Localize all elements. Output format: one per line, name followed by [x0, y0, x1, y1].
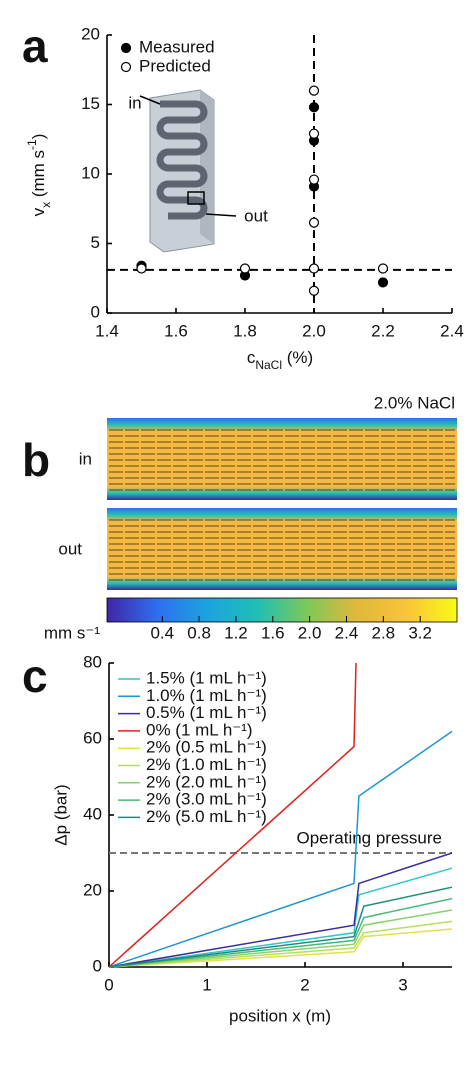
y-axis-label: vx (mm s-1)	[25, 134, 53, 217]
colorbar-tick-label: 2.0	[298, 623, 322, 642]
data-line	[108, 662, 357, 968]
x-axis-label: position x (m)	[229, 1006, 331, 1025]
y-tick-label: 15	[81, 94, 100, 113]
inset-label: out	[244, 206, 268, 225]
panel-label: a	[22, 20, 48, 72]
legend-marker	[120, 42, 132, 54]
legend-label: 2% (1.0 mL h⁻¹)	[146, 755, 267, 774]
data-line	[108, 909, 453, 968]
colorbar-tick-label: 1.2	[224, 623, 248, 642]
colorbar-tick-label: 3.2	[408, 623, 432, 642]
colorbar-tick-label: 1.6	[261, 623, 285, 642]
data-point	[377, 277, 389, 288]
legend-label: 0.5% (1 mL h⁻¹)	[146, 703, 267, 722]
flow-field	[107, 508, 457, 590]
data-point	[308, 217, 320, 228]
operating-pressure-label: Operating pressure	[296, 828, 442, 847]
data-line	[108, 867, 453, 968]
data-point	[308, 102, 320, 113]
data-point	[308, 85, 320, 96]
inset-label: in	[128, 93, 141, 112]
legend-label: 1.0% (1 mL h⁻¹)	[146, 686, 267, 705]
x-tick-label: 2.4	[440, 321, 464, 340]
colorbar-tick-label: 0.8	[187, 623, 211, 642]
label-part: )	[29, 134, 48, 140]
x-tick-label: 1	[202, 975, 211, 994]
data-line	[108, 886, 453, 968]
y-tick-label: 20	[83, 880, 102, 899]
label-part: (mm s	[29, 150, 48, 202]
y-axis-label: Δp (bar)	[51, 784, 70, 845]
colorbar-tick-label: 2.8	[371, 623, 395, 642]
legend-label: Measured	[139, 37, 215, 56]
x-axis-label: cNaCl (%)	[247, 348, 313, 372]
x-tick-label: 2	[300, 975, 309, 994]
data-point	[308, 128, 320, 139]
flow-field	[107, 418, 457, 500]
data-point	[136, 263, 147, 274]
colorbar	[106, 597, 458, 623]
y-tick-label: 40	[83, 804, 102, 823]
data-line	[108, 730, 453, 968]
row-label: in	[79, 449, 92, 468]
x-tick-label: 1.6	[164, 321, 188, 340]
y-tick-label: 80	[83, 652, 102, 671]
y-tick-label: 5	[91, 233, 100, 252]
colorbar-tick-label: 2.4	[335, 623, 359, 642]
x-tick-label: 2.2	[371, 321, 395, 340]
y-tick-label: 60	[83, 728, 102, 747]
x-tick-label: 1.8	[233, 321, 257, 340]
data-point	[308, 285, 320, 296]
label-part: v	[29, 207, 48, 216]
data-line	[108, 920, 453, 968]
legend-label: Predicted	[139, 56, 211, 75]
label-part: -1	[25, 139, 39, 150]
heatmap-title: 2.0% NaCl	[374, 393, 455, 412]
legend-label: 2% (0.5 mL h⁻¹)	[146, 738, 267, 757]
inset-illustration	[139, 89, 237, 253]
panel-label: b	[22, 434, 50, 486]
x-tick-label: 0	[104, 975, 113, 994]
row-label: out	[58, 539, 82, 558]
legend-label: 1.5% (1 mL h⁻¹)	[146, 668, 267, 687]
data-point	[239, 263, 251, 274]
legend-marker	[120, 61, 132, 73]
label-part: c	[247, 348, 256, 367]
x-tick-label: 1.4	[95, 321, 119, 340]
y-tick-label: 10	[81, 163, 100, 182]
colorbar-label: mm s⁻¹	[44, 623, 101, 642]
data-point	[308, 263, 320, 274]
legend-label: 2% (5.0 mL h⁻¹)	[146, 807, 267, 826]
data-line	[108, 897, 453, 968]
data-point	[377, 263, 389, 274]
data-line	[108, 852, 453, 968]
y-tick-label: 0	[91, 302, 100, 321]
legend-label: 2% (3.0 mL h⁻¹)	[146, 790, 267, 809]
colorbar-tick-label: 0.4	[150, 623, 174, 642]
label-part: (%)	[282, 348, 313, 367]
x-tick-label: 3	[398, 975, 407, 994]
legend-label: 2% (2.0 mL h⁻¹)	[146, 772, 267, 791]
label-part: x	[39, 202, 53, 208]
panel-label: c	[22, 650, 48, 702]
data-line	[108, 928, 453, 968]
label-part: NaCl	[255, 358, 282, 372]
y-tick-label: 20	[81, 24, 100, 43]
data-point	[308, 174, 320, 185]
legend-label: 0% (1 mL h⁻¹)	[146, 720, 253, 739]
x-tick-label: 2.0	[302, 321, 326, 340]
y-tick-label: 0	[93, 956, 102, 975]
